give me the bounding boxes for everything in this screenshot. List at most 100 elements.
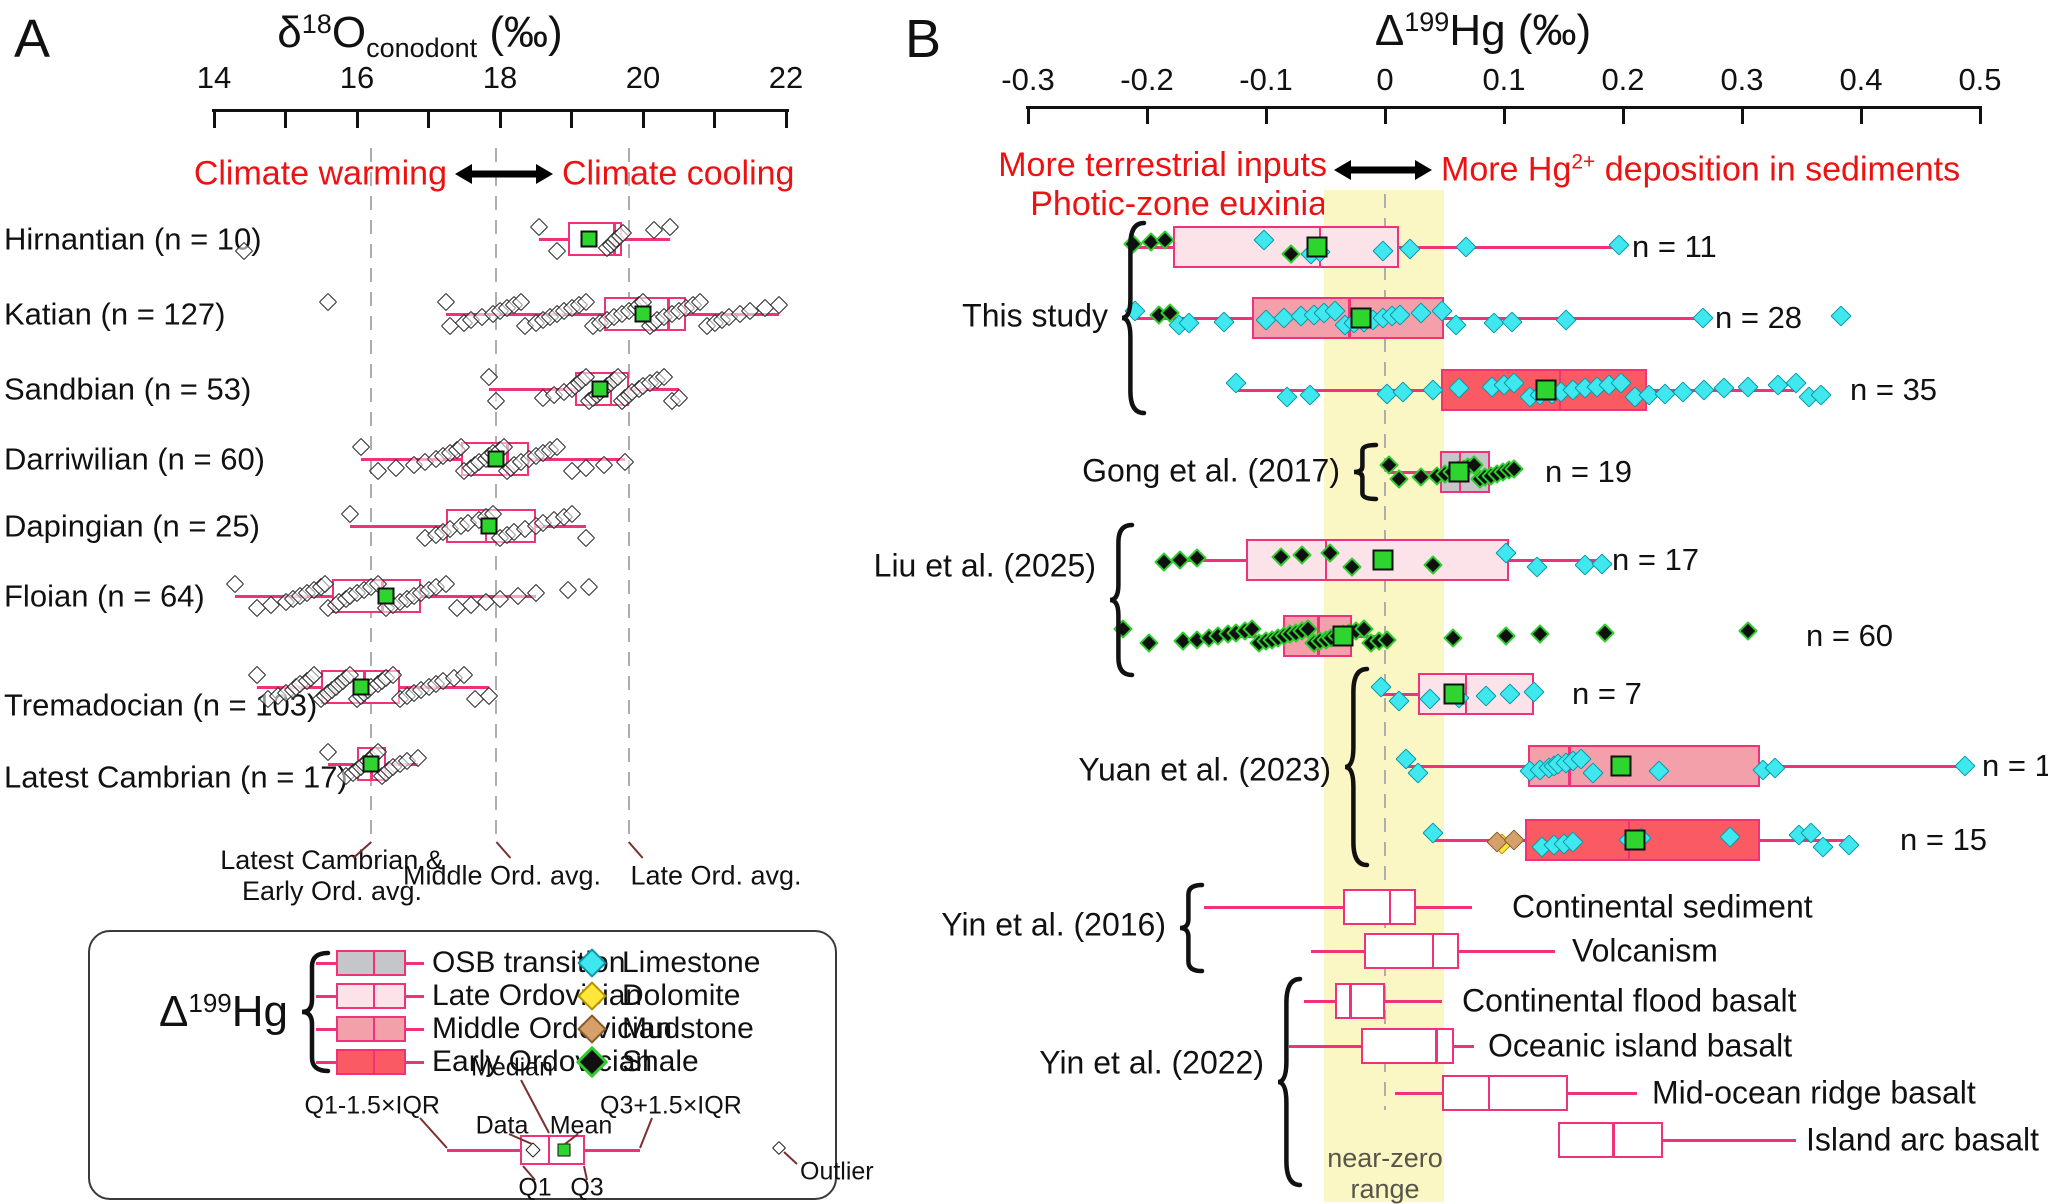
n-count-label: n = 35 <box>1850 372 1938 407</box>
data-diamond-limestone <box>1713 377 1735 399</box>
mean-marker <box>1624 829 1646 851</box>
data-diamond-conodont <box>462 595 481 615</box>
data-diamond-conodont <box>261 595 281 615</box>
anatomy-label-median: Median <box>471 1053 553 1082</box>
source-row-label: Continental sediment <box>1512 888 1813 925</box>
data-diamond-limestone <box>1692 307 1714 329</box>
data-diamond-shale <box>1187 548 1207 569</box>
reference-line-label: Middle Ord. avg. <box>402 860 602 891</box>
axis-tick-a <box>427 111 430 128</box>
panel-b-title: Δ199Hg (‰) <box>1374 6 1592 55</box>
anatomy-label-q1: Q1 <box>518 1173 552 1202</box>
photic-zone-line2: Photic-zone euxinia <box>1030 185 1327 223</box>
axis-tick-label-b: -0.1 <box>1239 62 1293 97</box>
data-diamond-conodont <box>769 295 789 315</box>
axis-tick-a <box>713 111 716 128</box>
n-count-label: n = 7 <box>1572 676 1642 711</box>
anatomy-mean-square <box>557 1143 571 1157</box>
panel-b-letter: B <box>905 9 942 69</box>
anatomy-label-mean: Mean <box>549 1111 613 1140</box>
arrow-head-icon <box>1415 160 1432 180</box>
axis-tick-b <box>1383 108 1387 124</box>
data-diamond-shale <box>1595 622 1616 643</box>
legend-label-shale: Shale <box>622 1045 699 1078</box>
axis-tick-label-b: 0.2 <box>1601 62 1645 97</box>
source-row-label: Oceanic island basalt <box>1488 1027 1793 1064</box>
data-diamond-limestone <box>1590 552 1613 575</box>
axis-tick-label-a: 14 <box>196 60 232 95</box>
n-count-label: n = 17 <box>1612 542 1700 577</box>
axis-tick-b <box>1264 108 1268 124</box>
data-diamond-limestone <box>1213 310 1235 333</box>
mean-marker <box>362 755 380 773</box>
data-diamond-shale <box>1529 624 1550 645</box>
mean-marker <box>591 380 609 398</box>
axis-tick-label-b: 0.4 <box>1839 62 1883 97</box>
box-iqr <box>1442 1075 1569 1111</box>
legend-label-limestone: Limestone <box>622 946 761 979</box>
data-diamond-limestone <box>1830 305 1852 327</box>
group-label: This study <box>962 297 1108 334</box>
data-diamond-conodont <box>226 574 245 594</box>
data-diamond-conodont <box>562 461 581 481</box>
median-line <box>1388 889 1392 925</box>
legend-label-dolomite: Dolomite <box>622 979 741 1012</box>
data-diamond-conodont <box>576 458 595 478</box>
data-diamond-shale <box>1122 233 1143 254</box>
axis-tick-a <box>570 111 573 128</box>
panel-a-title: δ18Oconodont (‰) <box>277 8 563 63</box>
axis-tick-a <box>498 111 502 128</box>
median-line <box>1324 539 1327 581</box>
data-diamond-conodont <box>644 220 663 240</box>
data-diamond-conodont <box>319 292 338 312</box>
data-diamond-limestone <box>1455 236 1477 258</box>
data-diamond-limestone <box>1671 381 1694 403</box>
anatomy-label-q1-whisker: Q1-1.5×IQR <box>304 1091 440 1120</box>
more-terrestrial-line1: More terrestrial inputs <box>998 146 1327 184</box>
axis-tick-label-a: 16 <box>339 60 375 95</box>
anatomy-label-q3-whisker: Q3+1.5×IQR <box>600 1091 742 1120</box>
group-brace <box>1277 976 1303 1188</box>
data-diamond-shale <box>1113 619 1134 639</box>
data-diamond-limestone <box>1838 834 1860 856</box>
row-label-hirnantian: Hirnantian (n = 10) <box>4 221 262 257</box>
mean-marker <box>1350 307 1372 329</box>
legend-swatch-median <box>373 1049 375 1075</box>
panel-a-letter: A <box>14 9 51 69</box>
data-diamond-shale <box>1153 551 1174 572</box>
axis-tick-label-b: 0.5 <box>1958 62 2002 97</box>
box-iqr <box>1361 1028 1454 1064</box>
data-diamond-conodont <box>340 504 360 524</box>
mean-marker <box>352 678 370 696</box>
legend-swatch-median <box>373 1016 375 1042</box>
axis-tick-label-b: 0.1 <box>1482 62 1526 97</box>
legend-label-late: Late Ordovician <box>432 979 643 1012</box>
data-diamond-conodont <box>437 292 456 312</box>
anatomy-label-outlier: Outlier <box>800 1157 874 1186</box>
axis-line-b <box>1026 106 1982 109</box>
anatomy-median <box>548 1135 550 1165</box>
arrow-head-icon <box>536 164 553 184</box>
data-diamond-conodont <box>615 452 635 472</box>
legend-label-early: Early Ordovician <box>432 1045 653 1078</box>
axis-line-a <box>212 109 789 112</box>
n-count-label: n = 60 <box>1806 618 1894 653</box>
legend-box-swatch-osb <box>336 950 406 976</box>
mean-marker <box>1443 683 1465 705</box>
whisker-line <box>1663 1139 1796 1142</box>
anatomy-label-q3: Q3 <box>570 1173 604 1202</box>
box-iqr <box>1363 933 1459 969</box>
axis-tick-b <box>1502 108 1506 124</box>
data-diamond-limestone <box>1693 379 1715 401</box>
mean-marker <box>377 587 395 605</box>
reference-line-label: Late Ord. avg. <box>630 860 802 891</box>
legend-label-mudstone: Mudstone <box>622 1012 754 1045</box>
axis-tick-label-b: -0.3 <box>1001 62 1055 97</box>
group-label: Yuan et al. (2023) <box>1078 751 1331 788</box>
median-line <box>506 442 509 476</box>
median-line <box>1487 1075 1491 1111</box>
data-diamond-limestone <box>1299 384 1321 406</box>
legend-box-swatch-late <box>336 983 406 1009</box>
data-diamond-limestone <box>1501 310 1523 333</box>
mean-marker <box>1448 461 1470 483</box>
